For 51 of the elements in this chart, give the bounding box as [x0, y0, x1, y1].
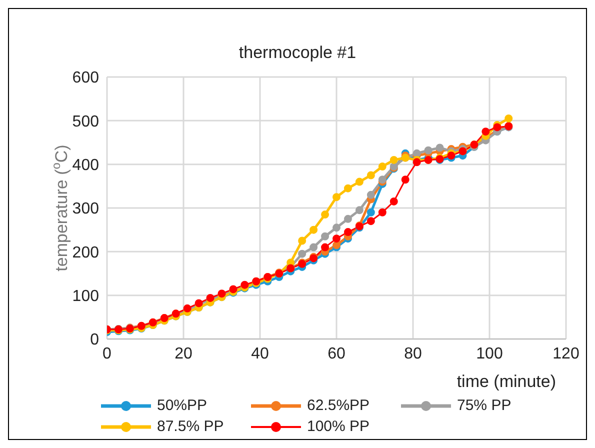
point [366, 171, 375, 180]
legend-label: 50%PP [157, 397, 208, 414]
point [344, 228, 352, 236]
x-tick-label: 0 [102, 345, 112, 362]
y-tick-label: 500 [72, 113, 100, 130]
point [298, 236, 306, 245]
x-tick-label: 60 [328, 345, 346, 362]
point [298, 250, 306, 258]
point [344, 184, 352, 192]
y-tick-label: 100 [72, 288, 100, 306]
x-tick-label: 120 [552, 345, 580, 362]
point [424, 146, 432, 154]
point [355, 178, 364, 186]
point [355, 206, 364, 214]
x-tick-label: 80 [404, 345, 422, 362]
legend-label: 87.5% PP [157, 418, 224, 435]
point [366, 190, 375, 199]
y-tick-label: 300 [72, 200, 100, 218]
chart-title: thermocople #1 [238, 43, 358, 63]
point [390, 156, 398, 164]
point [412, 149, 421, 158]
point [482, 128, 490, 136]
point [366, 217, 375, 226]
point [344, 214, 352, 223]
legend-label: 100% PP [307, 418, 370, 435]
point [321, 243, 330, 252]
legend-label: 75% PP [457, 397, 512, 414]
point [332, 224, 340, 232]
point [412, 158, 421, 166]
point [436, 144, 444, 152]
x-tick-label: 40 [251, 345, 269, 362]
point [332, 193, 340, 202]
point [378, 162, 386, 171]
point [401, 176, 410, 184]
point [310, 243, 318, 252]
y-tick-label: 400 [72, 157, 100, 174]
x-tick-label: 100 [476, 345, 503, 362]
y-tick-label: 600 [72, 70, 100, 87]
y-tick-label: 200 [72, 244, 100, 262]
x-axis-title: time (minute) [456, 372, 556, 391]
point [332, 234, 340, 243]
point [310, 226, 318, 234]
point [321, 210, 330, 219]
point [378, 208, 386, 216]
point [321, 232, 330, 240]
point [504, 114, 513, 122]
x-tick-label: 20 [174, 345, 192, 362]
point [366, 208, 375, 216]
legend-label: 62.5%PP [307, 397, 370, 414]
y-tick-label: 0 [90, 332, 100, 349]
point [390, 197, 398, 206]
